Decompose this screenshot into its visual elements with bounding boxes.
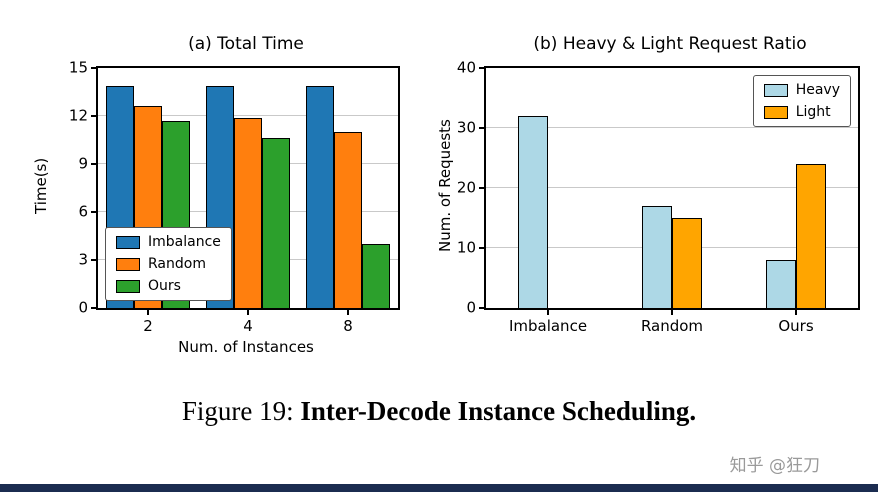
chart-b-title: (b) Heavy & Light Request Ratio <box>533 34 807 54</box>
legend-item-ours: Ours <box>116 278 221 294</box>
y-tick-label: 15 <box>68 58 88 77</box>
legend: Imbalance Random Ours <box>105 227 232 301</box>
y-tick-mark <box>91 67 98 69</box>
x-tick-mark <box>147 308 149 315</box>
bar-ours-8 <box>362 244 390 308</box>
x-tick-mark <box>671 308 673 315</box>
y-tick-mark <box>479 247 486 249</box>
y-tick-label: 0 <box>466 298 476 317</box>
x-tick-mark <box>547 308 549 315</box>
bar-light-random <box>672 218 702 308</box>
chart-total-time: (a) Total Time Time(s) 0 3 6 9 12 15 2 4 8 Imbala… <box>18 34 406 366</box>
y-tick-label: 3 <box>78 250 88 269</box>
caption-prefix: Figure 19: <box>181 396 301 426</box>
y-tick-label: 10 <box>456 238 476 257</box>
legend-item-random: Random <box>116 256 221 272</box>
y-tick-mark <box>479 67 486 69</box>
legend-label-heavy: Heavy <box>795 82 840 98</box>
legend-label-ours: Ours <box>148 278 181 294</box>
y-tick-label: 40 <box>456 58 476 77</box>
x-tick-mark <box>347 308 349 315</box>
legend-item-imbalance: Imbalance <box>116 234 221 250</box>
bar-groups <box>486 68 858 308</box>
legend: Heavy Light <box>752 75 851 127</box>
gridline <box>486 187 858 188</box>
bar-group-ours <box>734 68 858 308</box>
y-tick-mark <box>479 307 486 309</box>
chart-a-y-axis-label: Time(s) <box>32 157 50 215</box>
bar-random-8 <box>334 132 362 308</box>
y-tick-mark <box>91 163 98 165</box>
chart-a-title: (a) Total Time <box>188 34 304 54</box>
y-tick-mark <box>91 115 98 117</box>
y-tick-label: 0 <box>78 298 88 317</box>
y-tick-label: 6 <box>78 202 88 221</box>
caption-title: Inter-Decode Instance Scheduling. <box>300 396 697 426</box>
bar-ours-4 <box>262 138 290 308</box>
legend-label-random: Random <box>148 256 206 272</box>
bar-group-8 <box>298 68 398 308</box>
legend-swatch-ours <box>116 279 140 293</box>
gridline <box>486 127 858 128</box>
legend-swatch-random <box>116 257 140 271</box>
bar-group-random <box>610 68 734 308</box>
bar-heavy-imbalance <box>518 116 548 308</box>
watermark: 知乎 @狂刀 <box>729 456 820 476</box>
chart-b-y-axis-label: Num. of Requests <box>436 119 454 253</box>
bottom-bar <box>0 484 878 492</box>
y-tick-label: 12 <box>68 106 88 125</box>
gridline <box>98 115 398 116</box>
legend-swatch-heavy <box>763 83 788 97</box>
figure-caption: Figure 19: Inter-Decode Instance Schedul… <box>0 396 878 427</box>
chart-a-x-axis-label: Num. of Instances <box>178 338 314 356</box>
x-tick-mark <box>795 308 797 315</box>
x-tick-label: 8 <box>343 317 353 335</box>
bar-light-ours <box>796 164 826 308</box>
y-tick-mark <box>479 127 486 129</box>
figure-charts: (a) Total Time Time(s) 0 3 6 9 12 15 2 4 8 Imbala… <box>0 34 878 366</box>
plot-area: 0 3 6 9 12 15 2 4 8 Imbalance Random Ours <box>69 60 400 335</box>
x-tick-label: Ours <box>778 317 814 335</box>
y-tick-mark <box>91 259 98 261</box>
x-tick-label: Imbalance <box>508 317 588 335</box>
legend-label-light: Light <box>795 104 831 120</box>
plot-area: 0 10 20 30 40 Imbalance Random Ours Heavy Light <box>457 60 860 335</box>
x-tick-mark <box>247 308 249 315</box>
bar-group-4 <box>198 68 298 308</box>
y-tick-mark <box>479 187 486 189</box>
y-tick-mark <box>91 307 98 309</box>
legend-swatch-light <box>763 105 788 119</box>
legend-item-heavy: Heavy <box>763 82 840 98</box>
bar-imbalance-8 <box>306 85 334 308</box>
x-tick-label: 4 <box>243 317 253 335</box>
y-tick-mark <box>91 211 98 213</box>
legend-swatch-imbalance <box>116 235 140 249</box>
bar-heavy-ours <box>766 260 796 308</box>
y-tick-label: 9 <box>78 154 88 173</box>
bar-group-imbalance <box>486 68 610 308</box>
y-tick-label: 20 <box>456 178 476 197</box>
chart-request-ratio: (b) Heavy & Light Request Ratio Num. of … <box>432 34 860 366</box>
bar-heavy-random <box>642 206 672 308</box>
legend-item-light: Light <box>763 104 840 120</box>
bar-random-4 <box>234 117 262 308</box>
legend-label-imbalance: Imbalance <box>148 234 221 250</box>
x-tick-label: Random <box>640 317 704 335</box>
y-tick-label: 30 <box>456 118 476 137</box>
x-tick-label: 2 <box>143 317 153 335</box>
